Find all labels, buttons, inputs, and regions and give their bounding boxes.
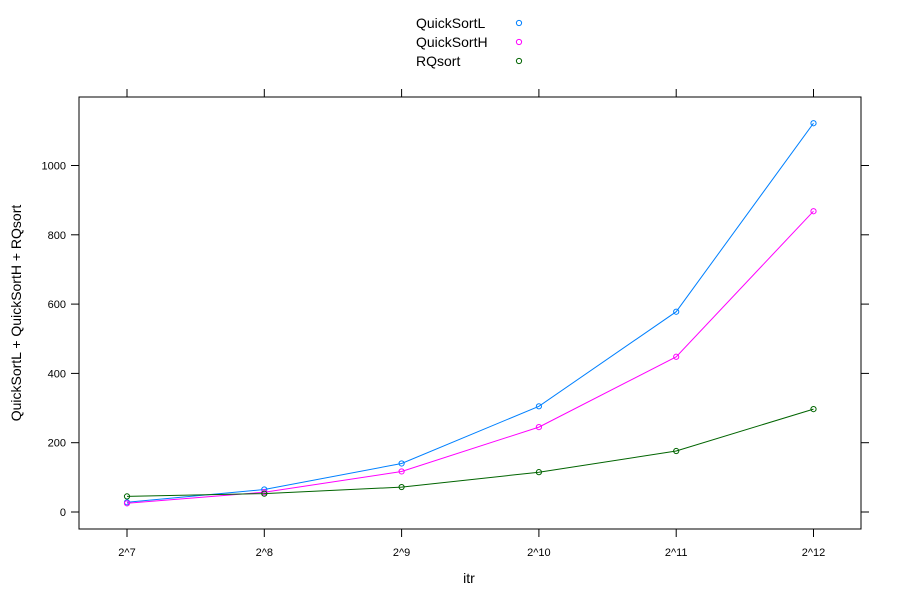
series-layer: [123, 120, 817, 507]
y-tick-label: 800: [48, 230, 66, 242]
series-line: [126, 408, 814, 497]
legend-marker: [515, 57, 523, 65]
data-point: [810, 405, 817, 413]
x-tick-label: 2^10: [527, 547, 551, 559]
legend-item: QuickSortL: [416, 15, 523, 31]
series-quicksorth: [123, 208, 817, 507]
x-axis-title: itr: [463, 570, 475, 586]
legend-marker: [515, 38, 523, 46]
y-tick-label: 0: [60, 507, 66, 519]
legend-label: RQsort: [416, 53, 460, 69]
legend-marker: [515, 19, 523, 27]
x-tick-label: 2^9: [393, 547, 410, 559]
plot-frame: [78, 96, 862, 530]
data-point: [535, 424, 543, 431]
data-point: [261, 490, 268, 497]
series-line: [126, 210, 814, 504]
legend: QuickSortL QuickSortH RQsort: [416, 15, 523, 69]
data-point: [810, 208, 817, 215]
y-tick-label: 200: [48, 438, 66, 450]
data-point: [123, 493, 131, 500]
series-line: [126, 122, 814, 503]
y-tick-label: 400: [48, 368, 66, 380]
data-point: [810, 120, 817, 127]
legend-item: RQsort: [416, 53, 523, 69]
data-point: [123, 500, 131, 507]
data-point: [673, 353, 680, 360]
data-point: [535, 469, 543, 476]
data-point: [673, 447, 680, 455]
data-point: [398, 483, 405, 491]
legend-item: QuickSortH: [416, 34, 523, 50]
x-tick-label: 2^8: [256, 547, 273, 559]
data-point: [398, 468, 405, 475]
series-rqsort: [123, 405, 817, 500]
y-axis-title: QuickSortL + QuickSortH + RQsort: [8, 205, 24, 422]
x-tick-label: 2^12: [802, 547, 826, 559]
x-tick-label: 2^11: [665, 547, 688, 559]
data-point: [535, 403, 543, 410]
axis-ticks: 2^7 2^8 2^9 2^10 2^11 2^12 0 200 400 600 800 1000: [42, 89, 869, 559]
y-tick-label: 1000: [42, 161, 66, 173]
legend-label: QuickSortH: [416, 34, 488, 50]
y-tick-label: 600: [48, 299, 66, 311]
legend-label: QuickSortL: [416, 15, 485, 31]
series-quicksortl: [123, 120, 817, 506]
data-point: [673, 308, 680, 315]
data-point: [398, 460, 405, 467]
x-tick-label: 2^7: [118, 547, 135, 559]
